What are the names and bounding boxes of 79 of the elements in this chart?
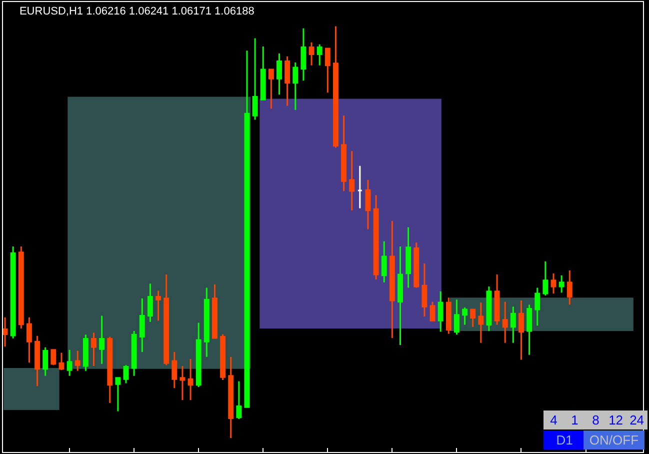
candlestick xyxy=(438,290,444,333)
candlestick xyxy=(518,300,524,361)
candlestick xyxy=(99,314,105,365)
candlestick xyxy=(188,358,194,401)
candlestick xyxy=(284,56,290,106)
text: ON/OFF xyxy=(589,432,639,448)
candlestick xyxy=(115,376,121,412)
candlestick xyxy=(478,302,484,344)
candlestick xyxy=(50,348,56,366)
candlestick xyxy=(373,194,379,280)
candlestick xyxy=(526,304,532,356)
candlestick xyxy=(470,308,476,328)
candlestick xyxy=(462,306,468,326)
candlestick xyxy=(510,306,516,344)
candlestick xyxy=(365,179,371,230)
candlestick xyxy=(220,334,226,381)
candlestick xyxy=(446,296,452,335)
text: 8 xyxy=(592,412,600,428)
candlestick xyxy=(212,284,218,340)
candlestick xyxy=(494,274,500,326)
candlestick xyxy=(566,270,572,306)
candlestick xyxy=(236,380,242,420)
candlestick xyxy=(244,50,250,408)
annotation: 1 xyxy=(571,412,578,428)
candlestick xyxy=(196,322,202,388)
text: 12 xyxy=(608,412,624,428)
candlestick xyxy=(18,246,24,330)
candlestick xyxy=(300,28,306,82)
candlestick xyxy=(332,26,338,148)
candlestick xyxy=(3,316,8,348)
candlestick xyxy=(82,334,88,372)
candlestick xyxy=(398,246,403,346)
candlestick xyxy=(486,286,492,332)
chart-title: EURUSD,H1 1.06216 1.06241 1.06171 1.06188 xyxy=(19,6,254,18)
candlestick xyxy=(164,274,170,366)
candlestick xyxy=(357,165,363,210)
candlestick xyxy=(389,220,395,339)
candlestick xyxy=(316,44,322,66)
candlestick xyxy=(228,356,234,439)
candlestick xyxy=(349,150,355,212)
candlestick xyxy=(91,332,96,367)
candlestick xyxy=(341,114,347,192)
candlestick xyxy=(292,62,298,111)
candlestick xyxy=(252,37,258,120)
candlestick xyxy=(10,246,16,340)
annotation: D1 xyxy=(556,432,573,448)
candlestick xyxy=(558,274,564,294)
candlestick xyxy=(172,351,178,389)
candlestick xyxy=(204,286,210,358)
candlestick xyxy=(58,352,64,371)
candlestick xyxy=(406,226,412,288)
candlestick xyxy=(107,336,113,404)
candlestick xyxy=(422,262,428,318)
candlestick xyxy=(502,300,508,344)
candlestick xyxy=(66,349,72,377)
candlestick xyxy=(260,46,266,100)
candlestick xyxy=(550,272,556,294)
candlestick xyxy=(147,282,153,323)
candlestick xyxy=(123,364,129,384)
candlestick xyxy=(268,68,274,110)
candlestick xyxy=(139,298,145,353)
candlestick xyxy=(454,298,460,336)
annotation: 4 xyxy=(550,412,558,428)
candlestick xyxy=(276,52,282,96)
text: 24 xyxy=(630,412,644,428)
candlestick xyxy=(414,242,420,288)
candlestick xyxy=(324,48,330,94)
candlestick xyxy=(430,300,436,322)
candlestick xyxy=(42,346,48,377)
candlestick xyxy=(308,42,314,66)
candlestick xyxy=(156,290,161,322)
candlestick xyxy=(26,316,32,364)
candlestick xyxy=(542,260,548,296)
candlestick xyxy=(74,350,80,372)
candlestick xyxy=(34,335,40,387)
candlestick xyxy=(381,240,387,284)
candlestick xyxy=(534,286,540,326)
candlestick xyxy=(180,365,186,401)
candlestick xyxy=(131,330,137,377)
